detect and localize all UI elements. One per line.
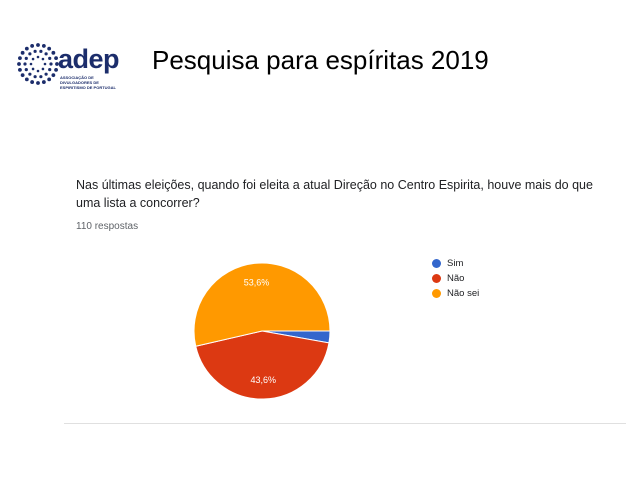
legend-item-sim[interactable]: Sim <box>432 256 479 271</box>
card-divider <box>64 423 626 424</box>
logo-text: adep <box>58 44 120 74</box>
logo-dot <box>33 75 37 79</box>
logo-dot <box>51 73 56 78</box>
logo-dot <box>49 62 53 66</box>
question-text: Nas últimas eleições, quando foi eleita … <box>76 178 593 210</box>
logo-subtitle: ASSOCIAÇÃO DE DIVULGADORES DE ESPIRITISM… <box>60 75 117 90</box>
logo-dot <box>54 67 58 72</box>
logo-dot <box>36 81 40 85</box>
logo-dot <box>39 75 43 79</box>
legend-swatch-nao-sei <box>432 289 441 298</box>
pie-slice-nao-sei[interactable] <box>193 262 331 347</box>
logo-dot <box>24 77 29 82</box>
logo-dot <box>31 57 35 61</box>
page-title: Pesquisa para espíritas 2019 <box>152 45 489 75</box>
logo-dot <box>18 67 22 72</box>
logo-dot <box>36 43 40 47</box>
logo-dot <box>24 68 28 72</box>
form-summary-card: Nas últimas eleições, quando foi eleita … <box>64 168 626 424</box>
logo-dot <box>43 62 47 66</box>
logo-dot <box>24 56 28 60</box>
logo-dot <box>28 72 32 76</box>
logo-dot <box>55 62 59 66</box>
pie-data-label-nao: 43,6% <box>250 375 276 385</box>
logo-dot <box>48 68 52 72</box>
legend-swatch-nao <box>432 274 441 283</box>
logo-dot <box>20 50 25 55</box>
adep-logo-icon <box>17 43 59 85</box>
legend-item-nao-sei[interactable]: Não sei <box>432 286 479 301</box>
legend-label-nao: Não <box>447 273 465 284</box>
logo-dot <box>48 56 52 60</box>
logo-dot <box>54 56 58 61</box>
logo-dot <box>33 49 37 53</box>
logo-dot <box>18 56 22 61</box>
pie-slice-nao[interactable] <box>195 330 330 400</box>
logo-dot <box>47 46 52 51</box>
legend-label-nao-sei: Não sei <box>447 288 480 299</box>
logo-dot <box>51 50 56 55</box>
logo-dot <box>36 55 40 59</box>
logo-dot <box>20 73 25 78</box>
logo-dot <box>44 52 48 56</box>
logo-dot <box>41 67 45 71</box>
logo-dot <box>41 44 46 48</box>
adep-logo: adep ASSOCIAÇÃO DE DIVULGADORES DE ESPIR… <box>16 42 120 90</box>
logo-dot <box>39 49 43 53</box>
logo-dot <box>24 46 29 51</box>
logo-dot <box>17 62 21 66</box>
logo-dot <box>23 62 27 66</box>
logo-dot <box>28 52 32 56</box>
legend-label-sim: Sim <box>447 258 464 269</box>
logo-dot <box>30 44 35 48</box>
logo-dot <box>31 67 35 71</box>
response-count: 110 respostas <box>76 221 139 232</box>
logo-dot <box>30 80 35 84</box>
logo-dot <box>41 80 46 84</box>
chart-legend: Sim Não Não sei <box>432 256 479 301</box>
logo-dot <box>29 62 33 66</box>
logo-dot <box>41 57 45 61</box>
logo-dot <box>36 69 40 73</box>
pie-data-label-nao-sei: 53,6% <box>244 277 270 287</box>
legend-item-nao[interactable]: Não <box>432 271 479 286</box>
logo-dot <box>47 77 52 82</box>
legend-swatch-sim <box>432 259 441 268</box>
logo-dot <box>44 72 48 76</box>
